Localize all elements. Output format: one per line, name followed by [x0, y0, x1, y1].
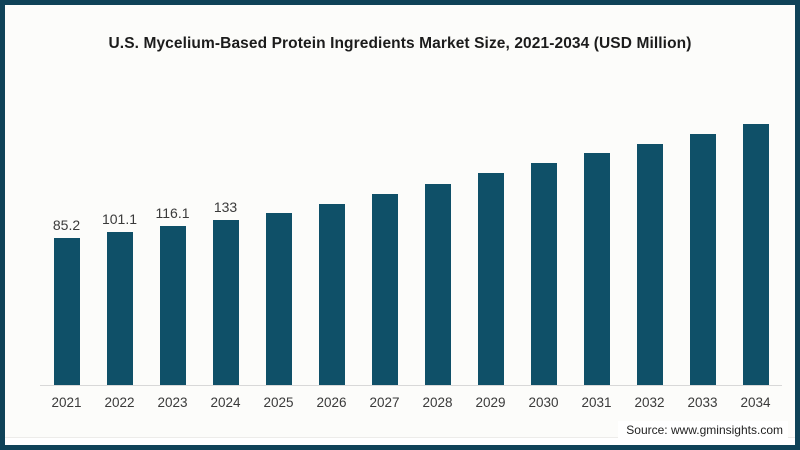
x-tick-label: 2033 [687, 395, 718, 410]
bar-column [305, 5, 358, 386]
bar [477, 173, 504, 386]
bar-column [623, 5, 676, 386]
x-tick-label: 2028 [422, 395, 453, 410]
x-tick-label: 2027 [369, 395, 400, 410]
x-tick-label: 2034 [740, 395, 771, 410]
bar-value-label: 116.1 [155, 205, 190, 221]
bar-column: 85.2 [40, 5, 93, 386]
bar [106, 232, 133, 386]
bar-column [252, 5, 305, 386]
x-tick-label: 2023 [157, 395, 188, 410]
bar-column [411, 5, 464, 386]
x-axis-tick-row: 2021 2022 2023 2024 2025 2026 2027 2028 2029 2030… [40, 395, 782, 410]
x-tick-label: 2021 [51, 395, 82, 410]
bar-column [464, 5, 517, 386]
bar [159, 226, 186, 386]
bar-column: 133 [199, 5, 252, 386]
bar [742, 124, 769, 386]
bar-value-label: 85.2 [52, 217, 81, 233]
bar [636, 144, 663, 386]
bar [371, 194, 398, 386]
bar-column [729, 5, 782, 386]
bar-column [676, 5, 729, 386]
x-tick-label: 2032 [634, 395, 665, 410]
bar-column [570, 5, 623, 386]
bar [583, 153, 610, 386]
bar [689, 134, 716, 386]
x-tick-label: 2022 [104, 395, 135, 410]
bar-column: 101.1 [93, 5, 146, 386]
bar-value-label: 133 [213, 199, 238, 215]
bar-column [358, 5, 411, 386]
source-text: Source: www.gminsights.com [618, 421, 788, 439]
bar-value-label: 101.1 [101, 211, 138, 227]
bar [424, 184, 451, 386]
x-tick-label: 2030 [528, 395, 559, 410]
x-tick-label: 2029 [475, 395, 506, 410]
x-axis-line [40, 385, 782, 386]
chart-title: U.S. Mycelium-Based Protein Ingredients … [108, 35, 692, 52]
x-tick-label: 2031 [581, 395, 612, 410]
bar [265, 213, 292, 386]
x-tick-label: 2025 [263, 395, 294, 410]
bar [318, 204, 345, 386]
bar [53, 238, 80, 386]
bar [530, 163, 557, 386]
plot-area: 85.2 101.1 116.1 133 [40, 5, 782, 386]
x-tick-label: 2024 [210, 395, 241, 410]
bar-column [517, 5, 570, 386]
bar [212, 220, 239, 386]
bar-column: 116.1 [146, 5, 199, 386]
x-tick-label: 2026 [316, 395, 347, 410]
footer-divider [5, 437, 795, 445]
